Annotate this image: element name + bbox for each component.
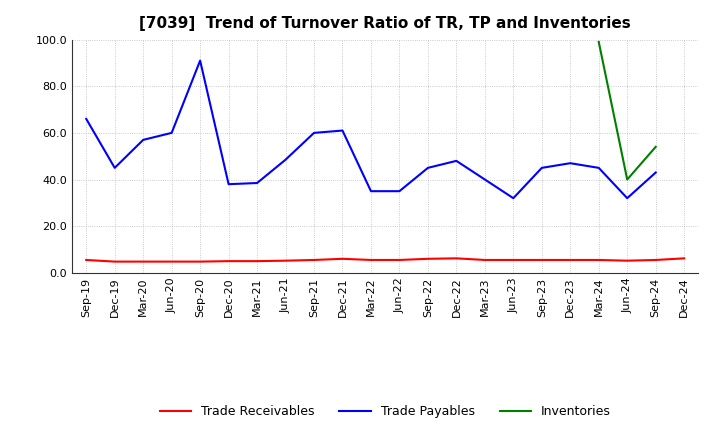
Title: [7039]  Trend of Turnover Ratio of TR, TP and Inventories: [7039] Trend of Turnover Ratio of TR, TP… <box>140 16 631 32</box>
Trade Payables <box>167 130 176 136</box>
Trade Payables <box>253 180 261 186</box>
Legend: Trade Receivables, Trade Payables, Inventories: Trade Receivables, Trade Payables, Inven… <box>155 400 616 423</box>
Trade Payables <box>595 165 603 170</box>
Line: Inventories: Inventories <box>599 42 656 180</box>
Line: Trade Receivables: Trade Receivables <box>86 258 684 262</box>
Line: Trade Payables: Trade Payables <box>86 61 656 198</box>
Trade Receivables <box>338 256 347 261</box>
Trade Payables <box>282 157 290 162</box>
Trade Payables <box>452 158 461 164</box>
Trade Receivables <box>595 257 603 263</box>
Trade Payables <box>110 165 119 170</box>
Inventories <box>595 39 603 44</box>
Trade Receivables <box>82 257 91 263</box>
Trade Receivables <box>310 257 318 263</box>
Trade Receivables <box>225 258 233 264</box>
Trade Receivables <box>196 259 204 264</box>
Trade Receivables <box>652 257 660 263</box>
Trade Payables <box>395 188 404 194</box>
Trade Receivables <box>566 257 575 263</box>
Trade Payables <box>423 165 432 170</box>
Trade Receivables <box>253 258 261 264</box>
Trade Receivables <box>452 256 461 261</box>
Trade Payables <box>566 161 575 166</box>
Trade Payables <box>139 137 148 143</box>
Trade Receivables <box>167 259 176 264</box>
Trade Payables <box>196 58 204 63</box>
Trade Payables <box>509 195 518 201</box>
Trade Payables <box>338 128 347 133</box>
Trade Receivables <box>537 257 546 263</box>
Trade Payables <box>366 188 375 194</box>
Trade Receivables <box>480 257 489 263</box>
Trade Receivables <box>423 256 432 261</box>
Trade Receivables <box>282 258 290 263</box>
Trade Receivables <box>509 257 518 263</box>
Inventories <box>652 144 660 150</box>
Trade Payables <box>82 116 91 121</box>
Trade Payables <box>480 177 489 182</box>
Trade Payables <box>310 130 318 136</box>
Trade Receivables <box>139 259 148 264</box>
Trade Receivables <box>366 257 375 263</box>
Trade Payables <box>623 195 631 201</box>
Trade Receivables <box>395 257 404 263</box>
Inventories <box>623 177 631 182</box>
Trade Payables <box>652 170 660 175</box>
Trade Payables <box>537 165 546 170</box>
Trade Receivables <box>623 258 631 263</box>
Trade Receivables <box>110 259 119 264</box>
Trade Payables <box>225 182 233 187</box>
Trade Receivables <box>680 256 688 261</box>
